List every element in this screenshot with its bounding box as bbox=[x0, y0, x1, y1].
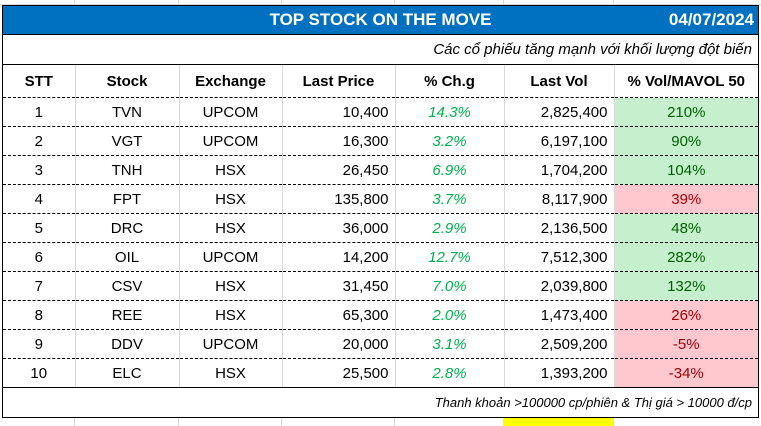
last-price-cell[interactable]: 36,000 bbox=[281, 213, 395, 243]
stock-cell[interactable]: TVN bbox=[74, 97, 179, 127]
exchange-cell[interactable]: HSX bbox=[178, 271, 282, 301]
exchange-cell[interactable]: HSX bbox=[178, 184, 282, 214]
stt-cell[interactable]: 10 bbox=[3, 358, 75, 387]
table-row[interactable]: 7 CSV HSX 31,450 7.0% 2,039,800 132% bbox=[3, 271, 758, 301]
last-vol-cell[interactable]: 2,039,800 bbox=[503, 271, 614, 301]
change-cell[interactable]: 2.9% bbox=[394, 213, 504, 243]
stt-cell[interactable]: 4 bbox=[3, 184, 75, 214]
vol-ratio-cell[interactable]: 132% bbox=[613, 271, 758, 301]
title-bar: TOP STOCK ON THE MOVE 04/07/2024 bbox=[3, 6, 758, 35]
last-vol-cell[interactable]: 6,197,100 bbox=[503, 126, 614, 156]
exchange-cell[interactable]: UPCOM bbox=[178, 242, 282, 272]
stt-cell[interactable]: 5 bbox=[3, 213, 75, 243]
last-vol-cell[interactable]: 7,512,300 bbox=[503, 242, 614, 272]
last-vol-cell[interactable]: 1,473,400 bbox=[503, 300, 614, 330]
vol-ratio-cell[interactable]: 210% bbox=[613, 97, 758, 127]
change-cell[interactable]: 3.7% bbox=[394, 184, 504, 214]
last-price-cell[interactable]: 20,000 bbox=[281, 329, 395, 359]
change-cell[interactable]: 6.9% bbox=[394, 155, 504, 185]
last-vol-cell[interactable]: 1,393,200 bbox=[503, 358, 614, 387]
table-row[interactable]: 9 DDV UPCOM 20,000 3.1% 2,509,200 -5% bbox=[3, 329, 758, 359]
last-price-cell[interactable]: 65,300 bbox=[281, 300, 395, 330]
table-row[interactable]: 1 TVN UPCOM 10,400 14.3% 2,825,400 210% bbox=[3, 97, 758, 127]
last-price-cell[interactable]: 14,200 bbox=[281, 242, 395, 272]
exchange-cell[interactable]: UPCOM bbox=[178, 329, 282, 359]
vol-ratio-cell[interactable]: 48% bbox=[613, 213, 758, 243]
column-header-stt[interactable]: STT bbox=[24, 72, 53, 90]
footer-note: Thanh khoản >100000 cp/phiên & Thị giá >… bbox=[3, 387, 758, 417]
column-header-stock[interactable]: Stock bbox=[74, 65, 179, 98]
stock-cell[interactable]: TNH bbox=[74, 155, 179, 185]
stt-cell[interactable]: 7 bbox=[3, 271, 75, 301]
change-cell[interactable]: 2.8% bbox=[394, 358, 504, 387]
stock-cell[interactable]: VGT bbox=[74, 126, 179, 156]
last-price-cell[interactable]: 10,400 bbox=[281, 97, 395, 127]
change-cell[interactable]: 3.1% bbox=[394, 329, 504, 359]
exchange-cell[interactable]: UPCOM bbox=[178, 97, 282, 127]
stock-table: STT Stock Exchange Last Price % Ch.g Las… bbox=[3, 65, 758, 387]
stt-cell[interactable]: 2 bbox=[3, 126, 75, 156]
table-row[interactable]: 8 REE HSX 65,300 2.0% 1,473,400 26% bbox=[3, 300, 758, 330]
column-header-last-price[interactable]: Last Price bbox=[281, 65, 395, 98]
stock-report: TOP STOCK ON THE MOVE 04/07/2024 Các cổ … bbox=[2, 5, 759, 418]
last-vol-cell[interactable]: 8,117,900 bbox=[503, 184, 614, 214]
stock-cell[interactable]: CSV bbox=[74, 271, 179, 301]
change-cell[interactable]: 14.3% bbox=[394, 97, 504, 127]
last-price-cell[interactable]: 135,800 bbox=[281, 184, 395, 214]
table-row[interactable]: 4 FPT HSX 135,800 3.7% 8,117,900 39% bbox=[3, 184, 758, 214]
table-row[interactable]: 2 VGT UPCOM 16,300 3.2% 6,197,100 90% bbox=[3, 126, 758, 156]
stt-cell[interactable]: 8 bbox=[3, 300, 75, 330]
stt-cell[interactable]: 6 bbox=[3, 242, 75, 272]
last-price-cell[interactable]: 16,300 bbox=[281, 126, 395, 156]
change-cell[interactable]: 3.2% bbox=[394, 126, 504, 156]
stt-cell[interactable]: 1 bbox=[3, 97, 75, 127]
stock-cell[interactable]: REE bbox=[74, 300, 179, 330]
column-header-change[interactable]: % Ch.g bbox=[394, 65, 504, 98]
last-price-cell[interactable]: 26,450 bbox=[281, 155, 395, 185]
exchange-cell[interactable]: HSX bbox=[178, 213, 282, 243]
stock-cell[interactable]: FPT bbox=[74, 184, 179, 214]
vol-ratio-cell[interactable]: 104% bbox=[613, 155, 758, 185]
exchange-cell[interactable]: HSX bbox=[178, 300, 282, 330]
change-cell[interactable]: 2.0% bbox=[394, 300, 504, 330]
last-price-cell[interactable]: 25,500 bbox=[281, 358, 395, 387]
change-cell[interactable]: 12.7% bbox=[394, 242, 504, 272]
exchange-cell[interactable]: UPCOM bbox=[178, 126, 282, 156]
exchange-cell[interactable]: HSX bbox=[178, 155, 282, 185]
vol-ratio-cell[interactable]: 282% bbox=[613, 242, 758, 272]
column-header-exchange[interactable]: Exchange bbox=[178, 65, 282, 98]
vol-ratio-cell[interactable]: 39% bbox=[613, 184, 758, 214]
table-row[interactable]: 3 TNH HSX 26,450 6.9% 1,704,200 104% bbox=[3, 155, 758, 185]
stock-cell[interactable]: OIL bbox=[74, 242, 179, 272]
report-date: 04/07/2024 bbox=[668, 10, 754, 29]
report-title: TOP STOCK ON THE MOVE bbox=[269, 10, 492, 29]
stock-cell[interactable]: ELC bbox=[74, 358, 179, 387]
last-vol-cell[interactable]: 2,825,400 bbox=[503, 97, 614, 127]
table-row[interactable]: 5 DRC HSX 36,000 2.9% 2,136,500 48% bbox=[3, 213, 758, 243]
last-vol-cell[interactable]: 2,136,500 bbox=[503, 213, 614, 243]
table-row[interactable]: 6 OIL UPCOM 14,200 12.7% 7,512,300 282% bbox=[3, 242, 758, 272]
vol-ratio-cell[interactable]: 26% bbox=[613, 300, 758, 330]
last-vol-cell[interactable]: 1,704,200 bbox=[503, 155, 614, 185]
vol-ratio-cell[interactable]: -5% bbox=[613, 329, 758, 359]
report-subtitle: Các cổ phiếu tăng mạnh với khối lượng độ… bbox=[3, 35, 758, 65]
highlighted-cell[interactable] bbox=[503, 417, 613, 426]
stock-cell[interactable]: DRC bbox=[74, 213, 179, 243]
change-cell[interactable]: 7.0% bbox=[394, 271, 504, 301]
last-price-cell[interactable]: 31,450 bbox=[281, 271, 395, 301]
stock-cell[interactable]: DDV bbox=[74, 329, 179, 359]
header-row: STT Stock Exchange Last Price % Ch.g Las… bbox=[3, 65, 758, 98]
stt-cell[interactable]: 3 bbox=[3, 155, 75, 185]
last-vol-cell[interactable]: 2,509,200 bbox=[503, 329, 614, 359]
exchange-cell[interactable]: HSX bbox=[178, 358, 282, 387]
column-header-vol-ratio[interactable]: % Vol/MAVOL 50 bbox=[613, 65, 758, 98]
table-row[interactable]: 10 ELC HSX 25,500 2.8% 1,393,200 -34% bbox=[3, 358, 758, 387]
vol-ratio-cell[interactable]: -34% bbox=[613, 358, 758, 387]
column-header-last-vol[interactable]: Last Vol bbox=[503, 65, 614, 98]
vol-ratio-cell[interactable]: 90% bbox=[613, 126, 758, 156]
stt-cell[interactable]: 9 bbox=[3, 329, 75, 359]
